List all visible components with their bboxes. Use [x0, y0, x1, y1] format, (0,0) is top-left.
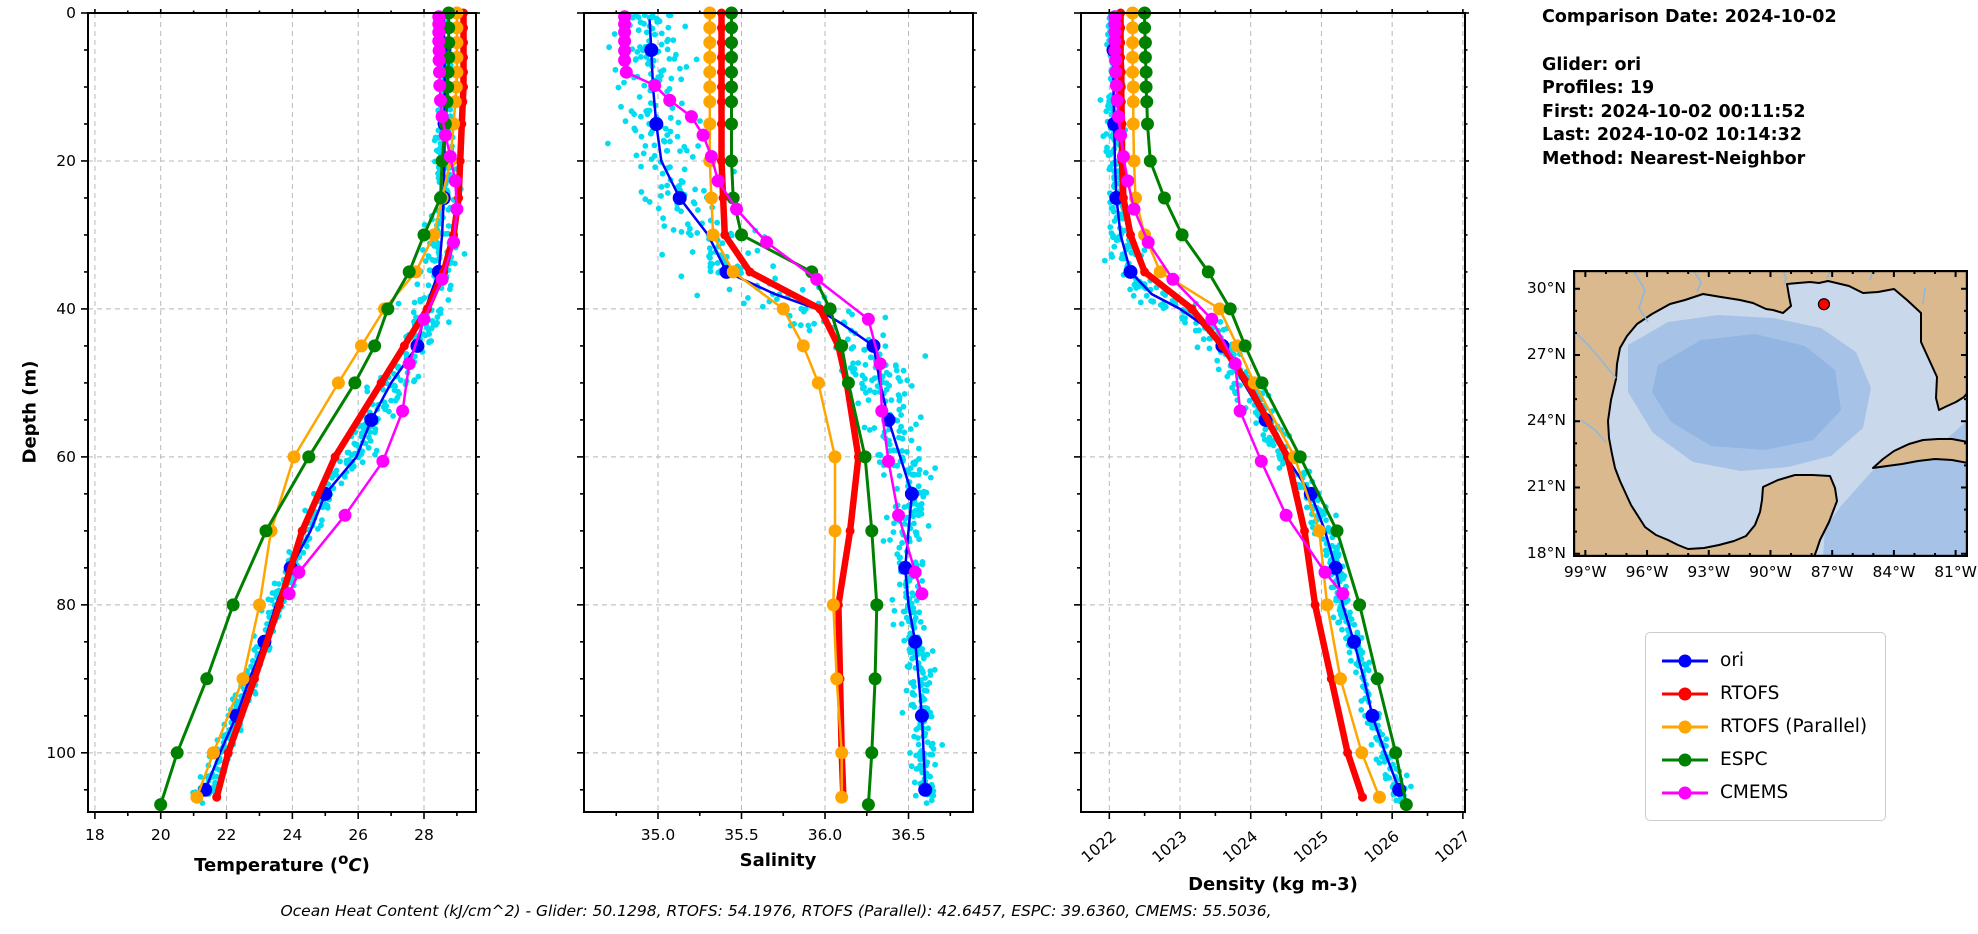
legend-line-marker-icon: [1662, 786, 1708, 799]
map-lon-label: 93°W: [1687, 563, 1731, 581]
x-tick-label: 1027: [1432, 827, 1474, 866]
y-tick-label: 80: [56, 596, 76, 614]
map-lat-label: 21°N: [1526, 477, 1566, 496]
legend-line-marker-icon: [1662, 720, 1708, 733]
salinity-curve-espc: [725, 6, 884, 812]
x-tick-label: 36.0: [808, 826, 843, 844]
legend-item-rtofs-parallel-: RTOFS (Parallel): [1660, 710, 1867, 743]
x-tick-label: 18: [85, 826, 105, 844]
comparison-method: Method: Nearest-Neighbor: [1542, 148, 1806, 169]
map-lat-label: 24°N: [1526, 411, 1566, 430]
map-river: [1782, 270, 1787, 285]
glider-name: Glider: ori: [1542, 54, 1642, 75]
comparison-info-panel: Comparison Date: 2024-10-02 Glider: ori …: [1542, 6, 1837, 171]
x-tick-label: 20: [151, 826, 171, 844]
x-tick-label: 26: [348, 826, 368, 844]
y-tick-label: 60: [56, 448, 76, 466]
map-lat-label: 30°N: [1526, 278, 1566, 297]
temperature-curve-espc: [154, 6, 456, 812]
legend-label: ori: [1720, 650, 1745, 671]
y-tick-label: 40: [56, 300, 76, 318]
temperature-axis-label-sup: o: [338, 850, 349, 868]
legend-item-espc: ESPC: [1660, 743, 1867, 776]
map-river: [1580, 419, 1607, 443]
x-tick-label: 1025: [1290, 827, 1332, 866]
legend-line-marker-icon: [1662, 687, 1708, 700]
x-tick-label: 35.0: [641, 826, 676, 844]
map-land-coastline: [1573, 270, 1968, 557]
map-lat-label: 18°N: [1526, 543, 1566, 562]
map-ocean-deep-basin: [1652, 334, 1841, 450]
map-lon-label: 90°W: [1749, 563, 1792, 581]
salinity-curve-cmems: [618, 10, 929, 601]
legend-line-marker-icon: [1662, 654, 1708, 667]
temperature-axis-label: Temperature (oC): [194, 850, 370, 876]
legend-line-marker-icon: [1662, 753, 1708, 766]
legend-item-rtofs: RTOFS: [1660, 677, 1867, 710]
x-tick-label: 24: [282, 826, 302, 844]
density-axis-label: Density (kg m-3): [1188, 874, 1358, 895]
legend-label: RTOFS (Parallel): [1720, 716, 1868, 737]
map-lat-label: 27°N: [1526, 345, 1566, 363]
y-tick-label: 0: [66, 4, 76, 22]
x-tick-label: 1026: [1361, 827, 1403, 866]
density-curve-espc: [1138, 6, 1413, 812]
x-tick-label: 1023: [1149, 827, 1191, 866]
x-tick-label: 28: [414, 826, 434, 844]
map-river: [1632, 270, 1649, 323]
salinity-subplot: 35.0 35.5 36.0 36.5: [577, 6, 977, 844]
ocean-heat-content-caption: Ocean Heat Content (kJ/cm^2) - Glider: 5…: [280, 902, 1272, 920]
temperature-axis-label-suffix: ): [361, 855, 370, 876]
legend-label: RTOFS: [1720, 683, 1780, 704]
x-tick-label: 22: [217, 826, 237, 844]
temperature-subplot: 18 20 22 24 26 28 0 20 40 60 80 100: [46, 4, 480, 844]
map-lon-label: 99°W: [1563, 563, 1607, 581]
profiles-count: Profiles: 19: [1542, 78, 1655, 98]
x-tick-label: 1024: [1220, 827, 1262, 866]
map-lon-label: 87°W: [1810, 563, 1854, 581]
glider-position-marker: [1817, 298, 1831, 311]
legend-label: CMEMS: [1720, 782, 1789, 803]
x-tick-label: 1022: [1078, 827, 1120, 866]
x-tick-label: 35.5: [724, 826, 759, 844]
temperature-axis-label-prefix: Temperature (: [194, 855, 339, 876]
map-river: [1692, 270, 1702, 293]
legend-label: ESPC: [1720, 749, 1768, 770]
map-lon-label: 81°W: [1934, 563, 1977, 581]
depth-axis-label: Depth (m): [19, 360, 41, 464]
first-profile-time: First: 2024-10-02 00:11:52: [1542, 101, 1806, 122]
last-profile-time: Last: 2024-10-02 10:14:32: [1542, 125, 1802, 145]
comparison-date: Comparison Date: 2024-10-02: [1542, 7, 1837, 27]
density-subplot: 1022 1023 1024 1025 1026 1027: [1074, 6, 1474, 866]
y-tick-label: 20: [56, 152, 76, 170]
map-river: [1573, 329, 1617, 379]
salinity-curve-rtofs-parallel-: [703, 6, 849, 804]
salinity-axis-label: Salinity: [739, 850, 817, 871]
gulf-of-mexico-map: [1573, 270, 1968, 557]
temperature-axis-label-symbol: C: [348, 855, 362, 876]
map-lon-label: 96°W: [1625, 563, 1669, 581]
temperature-curve-cmems: [282, 10, 464, 601]
legend-item-cmems: CMEMS: [1660, 776, 1867, 809]
legend: ori RTOFS RTOFS (Parallel) ESPC CMEMS: [1645, 632, 1887, 821]
map-lon-label: 84°W: [1872, 563, 1916, 581]
x-tick-label: 36.5: [891, 826, 926, 844]
info-spacer: [1542, 30, 1837, 54]
map-cuba-island: [1872, 438, 1968, 469]
map-river: [1922, 287, 1926, 305]
legend-item-ori: ori: [1660, 644, 1867, 677]
y-tick-label: 100: [46, 744, 76, 762]
